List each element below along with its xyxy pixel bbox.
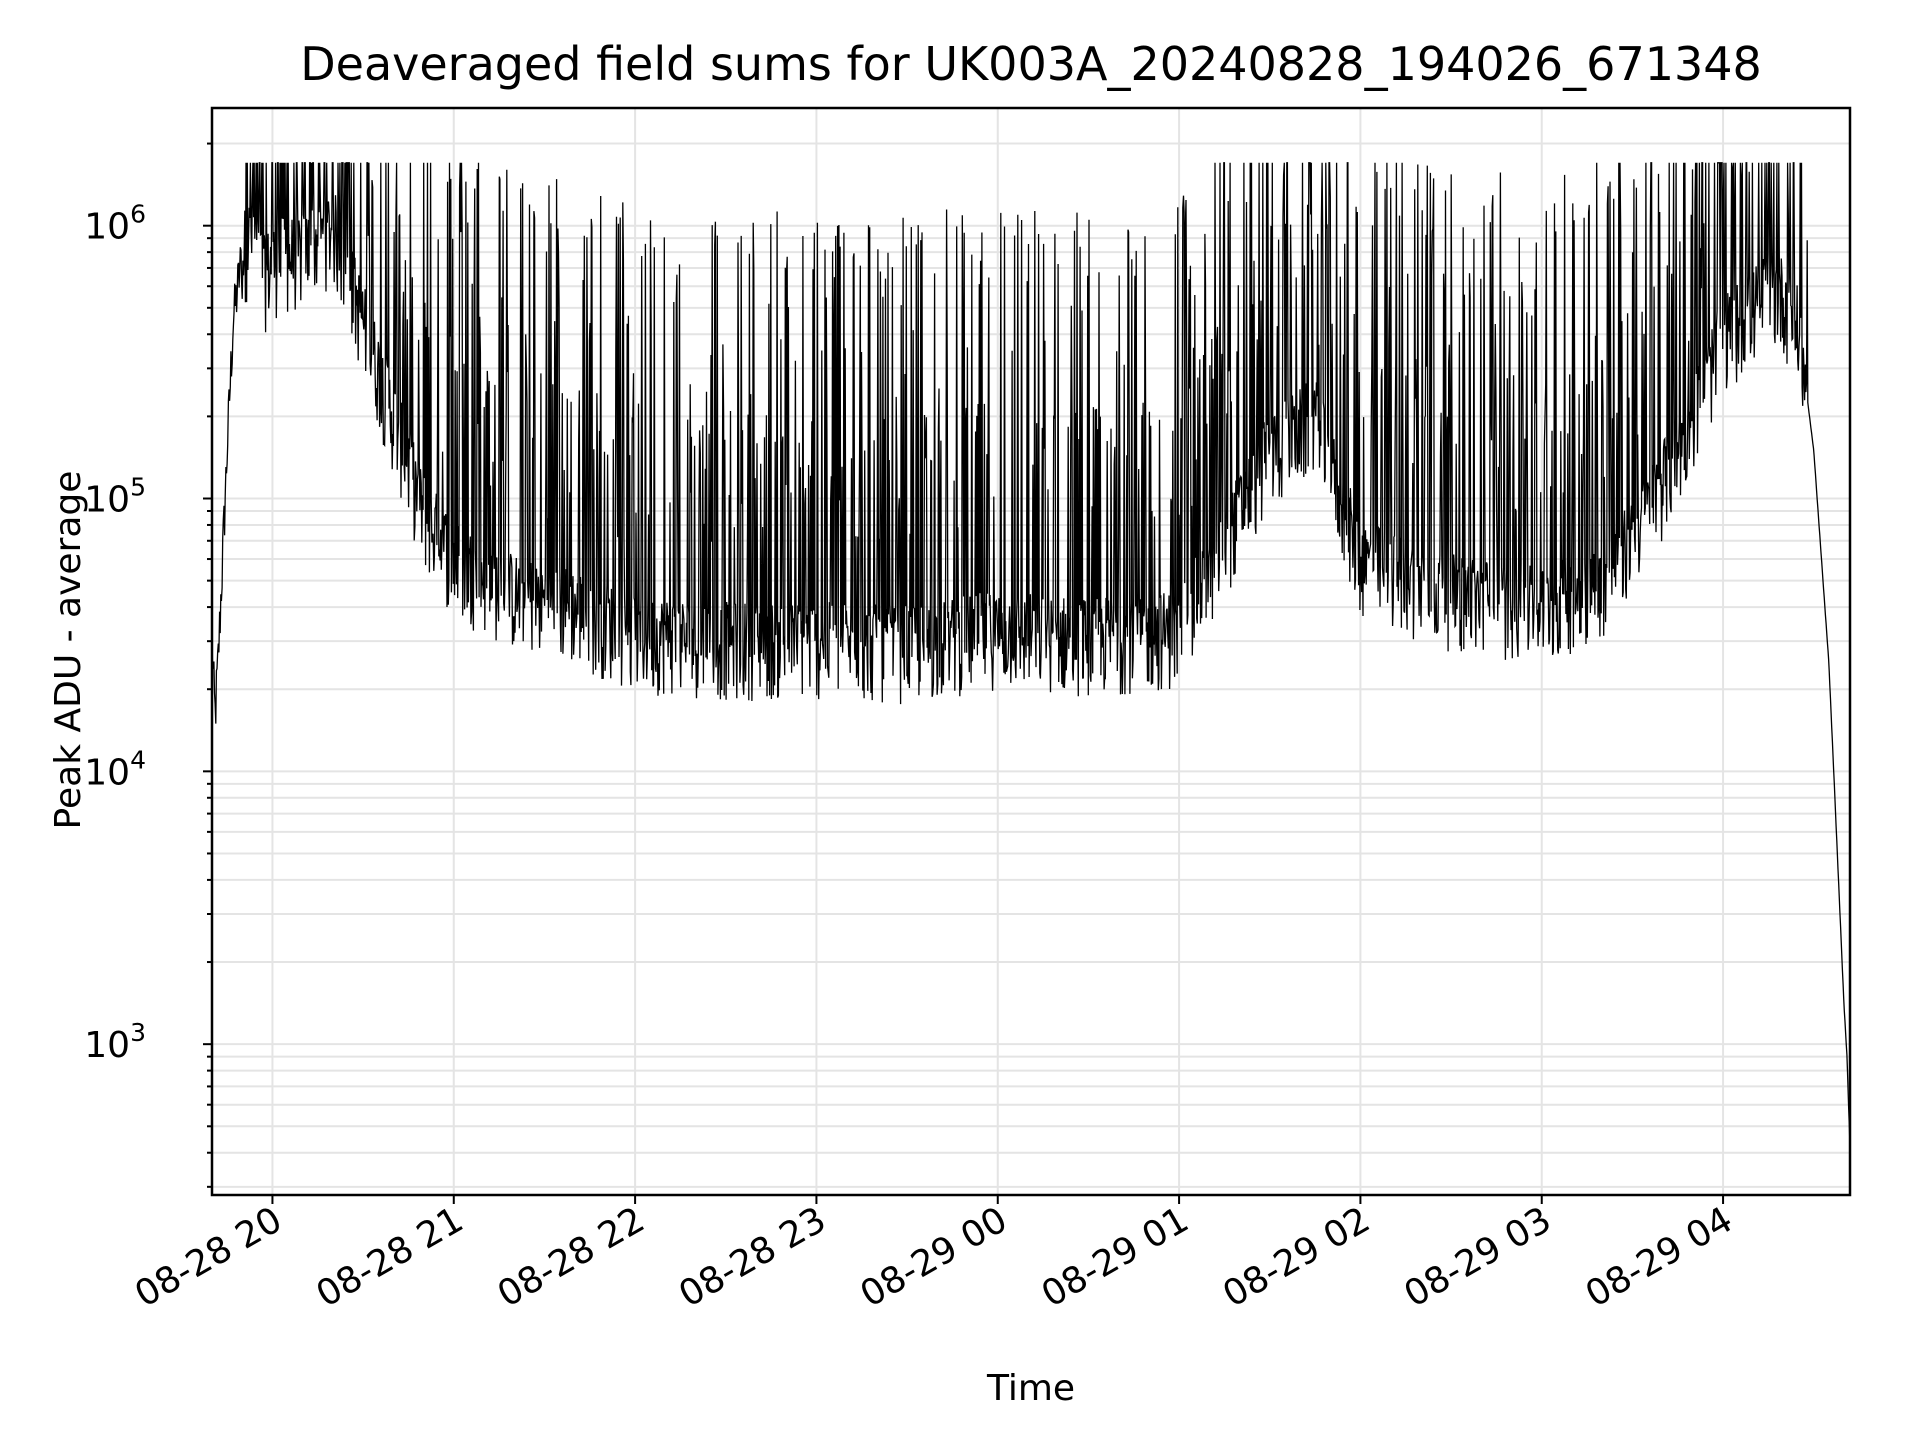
x-axis-label: Time [986,1368,1075,1409]
grid-lines [212,108,1850,1195]
x-tick-label: 08-28 23 [672,1199,833,1315]
x-tick-label: 08-29 04 [1579,1199,1740,1315]
y-tick-label: 104 [84,745,146,793]
x-tick-label: 08-29 03 [1398,1199,1559,1315]
y-tick-label: 106 [84,200,146,248]
x-tick-label: 08-28 21 [310,1199,471,1315]
y-tick-label: 105 [84,473,146,521]
y-tick-exponent: 3 [130,1018,146,1047]
series-layer [211,162,1851,1148]
x-tick-label: 08-29 01 [1035,1199,1196,1315]
x-tick-label: 08-28 20 [128,1199,289,1315]
y-tick-exponent: 5 [130,473,146,502]
chart-title: Deaveraged field sums for UK003A_2024082… [300,37,1762,91]
y-axis-label: Peak ADU - average [48,471,89,830]
y-tick-exponent: 4 [130,745,146,774]
plot-frame [210,106,1852,1197]
x-tick-label: 08-29 02 [1216,1199,1377,1315]
y-tick-exponent: 6 [130,200,146,229]
series-line [211,162,1851,1148]
x-tick-label: 08-28 22 [491,1199,652,1315]
x-tick-label: 08-29 00 [854,1199,1015,1315]
y-tick-label: 103 [84,1018,146,1066]
